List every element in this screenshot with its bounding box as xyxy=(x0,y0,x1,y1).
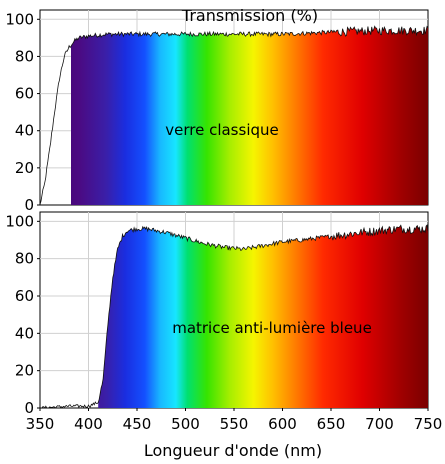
y-tick-label: 80 xyxy=(15,47,34,65)
x-tick-label: 750 xyxy=(414,415,443,433)
x-tick-label: 550 xyxy=(220,415,249,433)
spectrum-fill xyxy=(98,225,428,408)
y-tick-label: 80 xyxy=(15,250,34,268)
y-tick-label: 20 xyxy=(15,159,34,177)
x-tick-label: 650 xyxy=(317,415,346,433)
spectrum-fill xyxy=(71,26,428,205)
panel-matrice-anti-lumiere-bleue: 0 20 40 60 80 100 350 400 450 500 550 600 650 700 750 m… xyxy=(5,211,443,433)
x-tick-label: 450 xyxy=(123,415,152,433)
panel-annotation: matrice anti-lumière bleue xyxy=(172,319,372,337)
x-tick-label: 600 xyxy=(268,415,297,433)
panel-verre-classique: 0 20 40 60 80 100 verre classique xyxy=(5,9,429,214)
y-tick-label: 0 xyxy=(24,196,34,214)
transmission-curve xyxy=(40,25,428,205)
y-tick-label: 100 xyxy=(5,212,34,230)
x-tick-label: 700 xyxy=(365,415,394,433)
y-tick-label: 0 xyxy=(24,399,34,417)
x-tick-label: 350 xyxy=(26,415,55,433)
x-axis-label: Longueur d'onde (nm) xyxy=(144,441,322,460)
y-tick-label: 60 xyxy=(15,287,34,305)
y-tick-label: 100 xyxy=(5,10,34,28)
y-tick-label: 40 xyxy=(15,122,34,140)
panel-annotation: verre classique xyxy=(165,121,279,139)
x-tick-label: 500 xyxy=(171,415,200,433)
x-tick-label: 400 xyxy=(74,415,103,433)
chart-title: Transmission (%) xyxy=(181,6,318,25)
y-tick-label: 20 xyxy=(15,362,34,380)
y-tick-label: 40 xyxy=(15,324,34,342)
transmission-curve xyxy=(40,224,428,408)
y-tick-label: 60 xyxy=(15,85,34,103)
